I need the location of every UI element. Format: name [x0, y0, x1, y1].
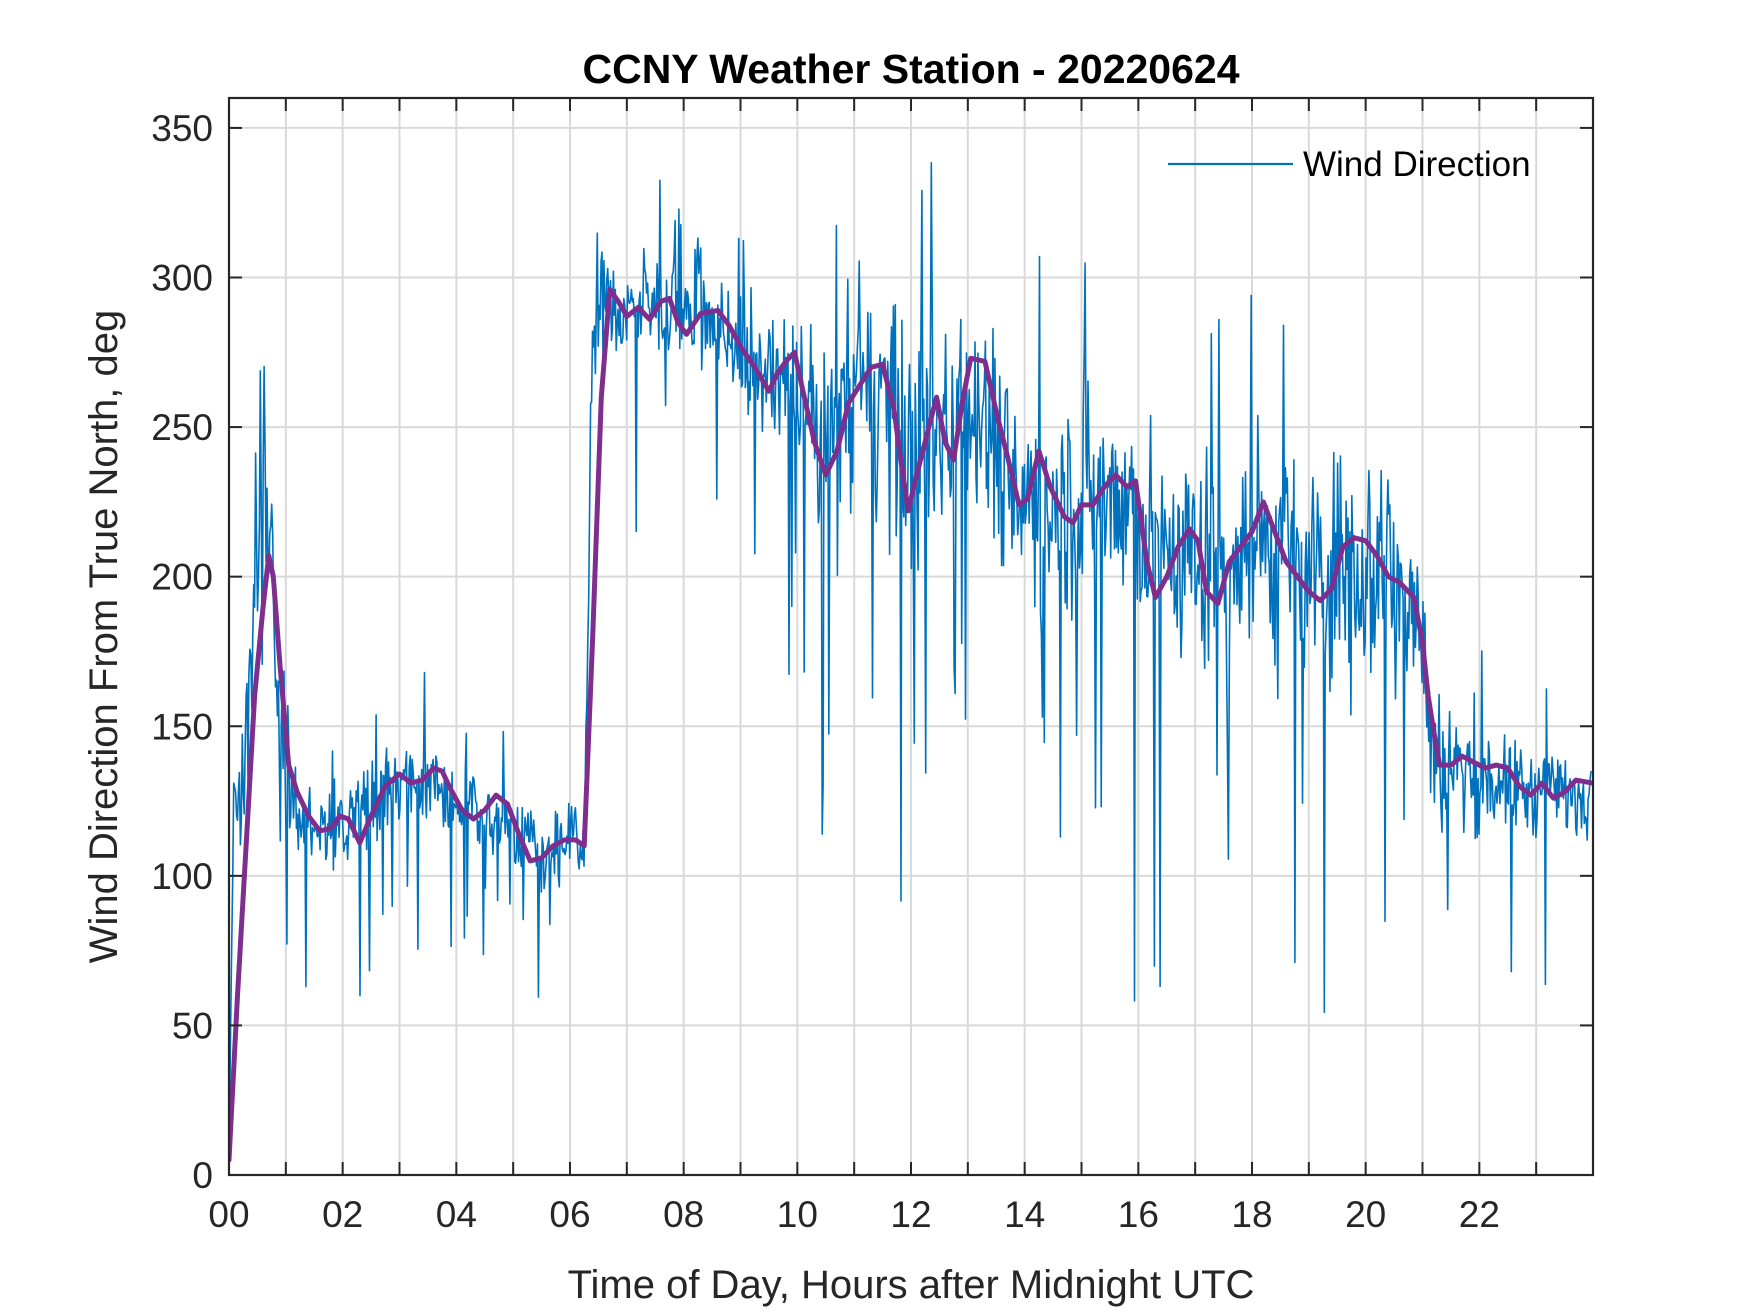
ticks: [229, 98, 1593, 1176]
x-tick-label: 18: [1231, 1194, 1272, 1235]
grid: [229, 98, 1593, 1175]
x-tick-label: 22: [1459, 1194, 1500, 1235]
y-tick-label: 0: [192, 1155, 213, 1196]
series-line-wind-direction: [229, 162, 1592, 1170]
y-tick-label: 100: [151, 856, 213, 897]
y-tick-label: 250: [151, 407, 213, 448]
y-axis-title: Wind Direction From True North, deg: [82, 310, 126, 964]
x-tick-label: 16: [1118, 1194, 1159, 1235]
chart-title: CCNY Weather Station - 20220624: [582, 46, 1239, 92]
x-tick-label: 08: [663, 1194, 704, 1235]
legend-label: Wind Direction: [1303, 145, 1531, 184]
y-tick-label: 300: [151, 258, 213, 299]
tick-labels: 00 02 04 06 08 10 12 14 16 18 20 22 0 50 100 150 200 250 3…: [151, 108, 1500, 1235]
series-line-wind-direction-smoothed: [229, 287, 1593, 1163]
x-tick-label: 04: [436, 1194, 477, 1235]
x-tick-label: 06: [549, 1194, 590, 1235]
x-tick-label: 02: [322, 1194, 363, 1235]
x-tick-label: 00: [208, 1194, 249, 1235]
x-axis-title: Time of Day, Hours after Midnight UTC: [568, 1263, 1255, 1307]
x-tick-label: 10: [777, 1194, 818, 1235]
series-layer: [229, 162, 1593, 1170]
y-tick-label: 200: [151, 557, 213, 598]
y-tick-label: 150: [151, 706, 213, 747]
x-tick-label: 14: [1004, 1194, 1045, 1235]
y-tick-label: 350: [151, 108, 213, 149]
x-tick-label: 12: [890, 1194, 931, 1235]
x-tick-label: 20: [1345, 1194, 1386, 1235]
y-tick-label: 50: [172, 1005, 213, 1046]
legend: Wind Direction: [1168, 145, 1531, 184]
